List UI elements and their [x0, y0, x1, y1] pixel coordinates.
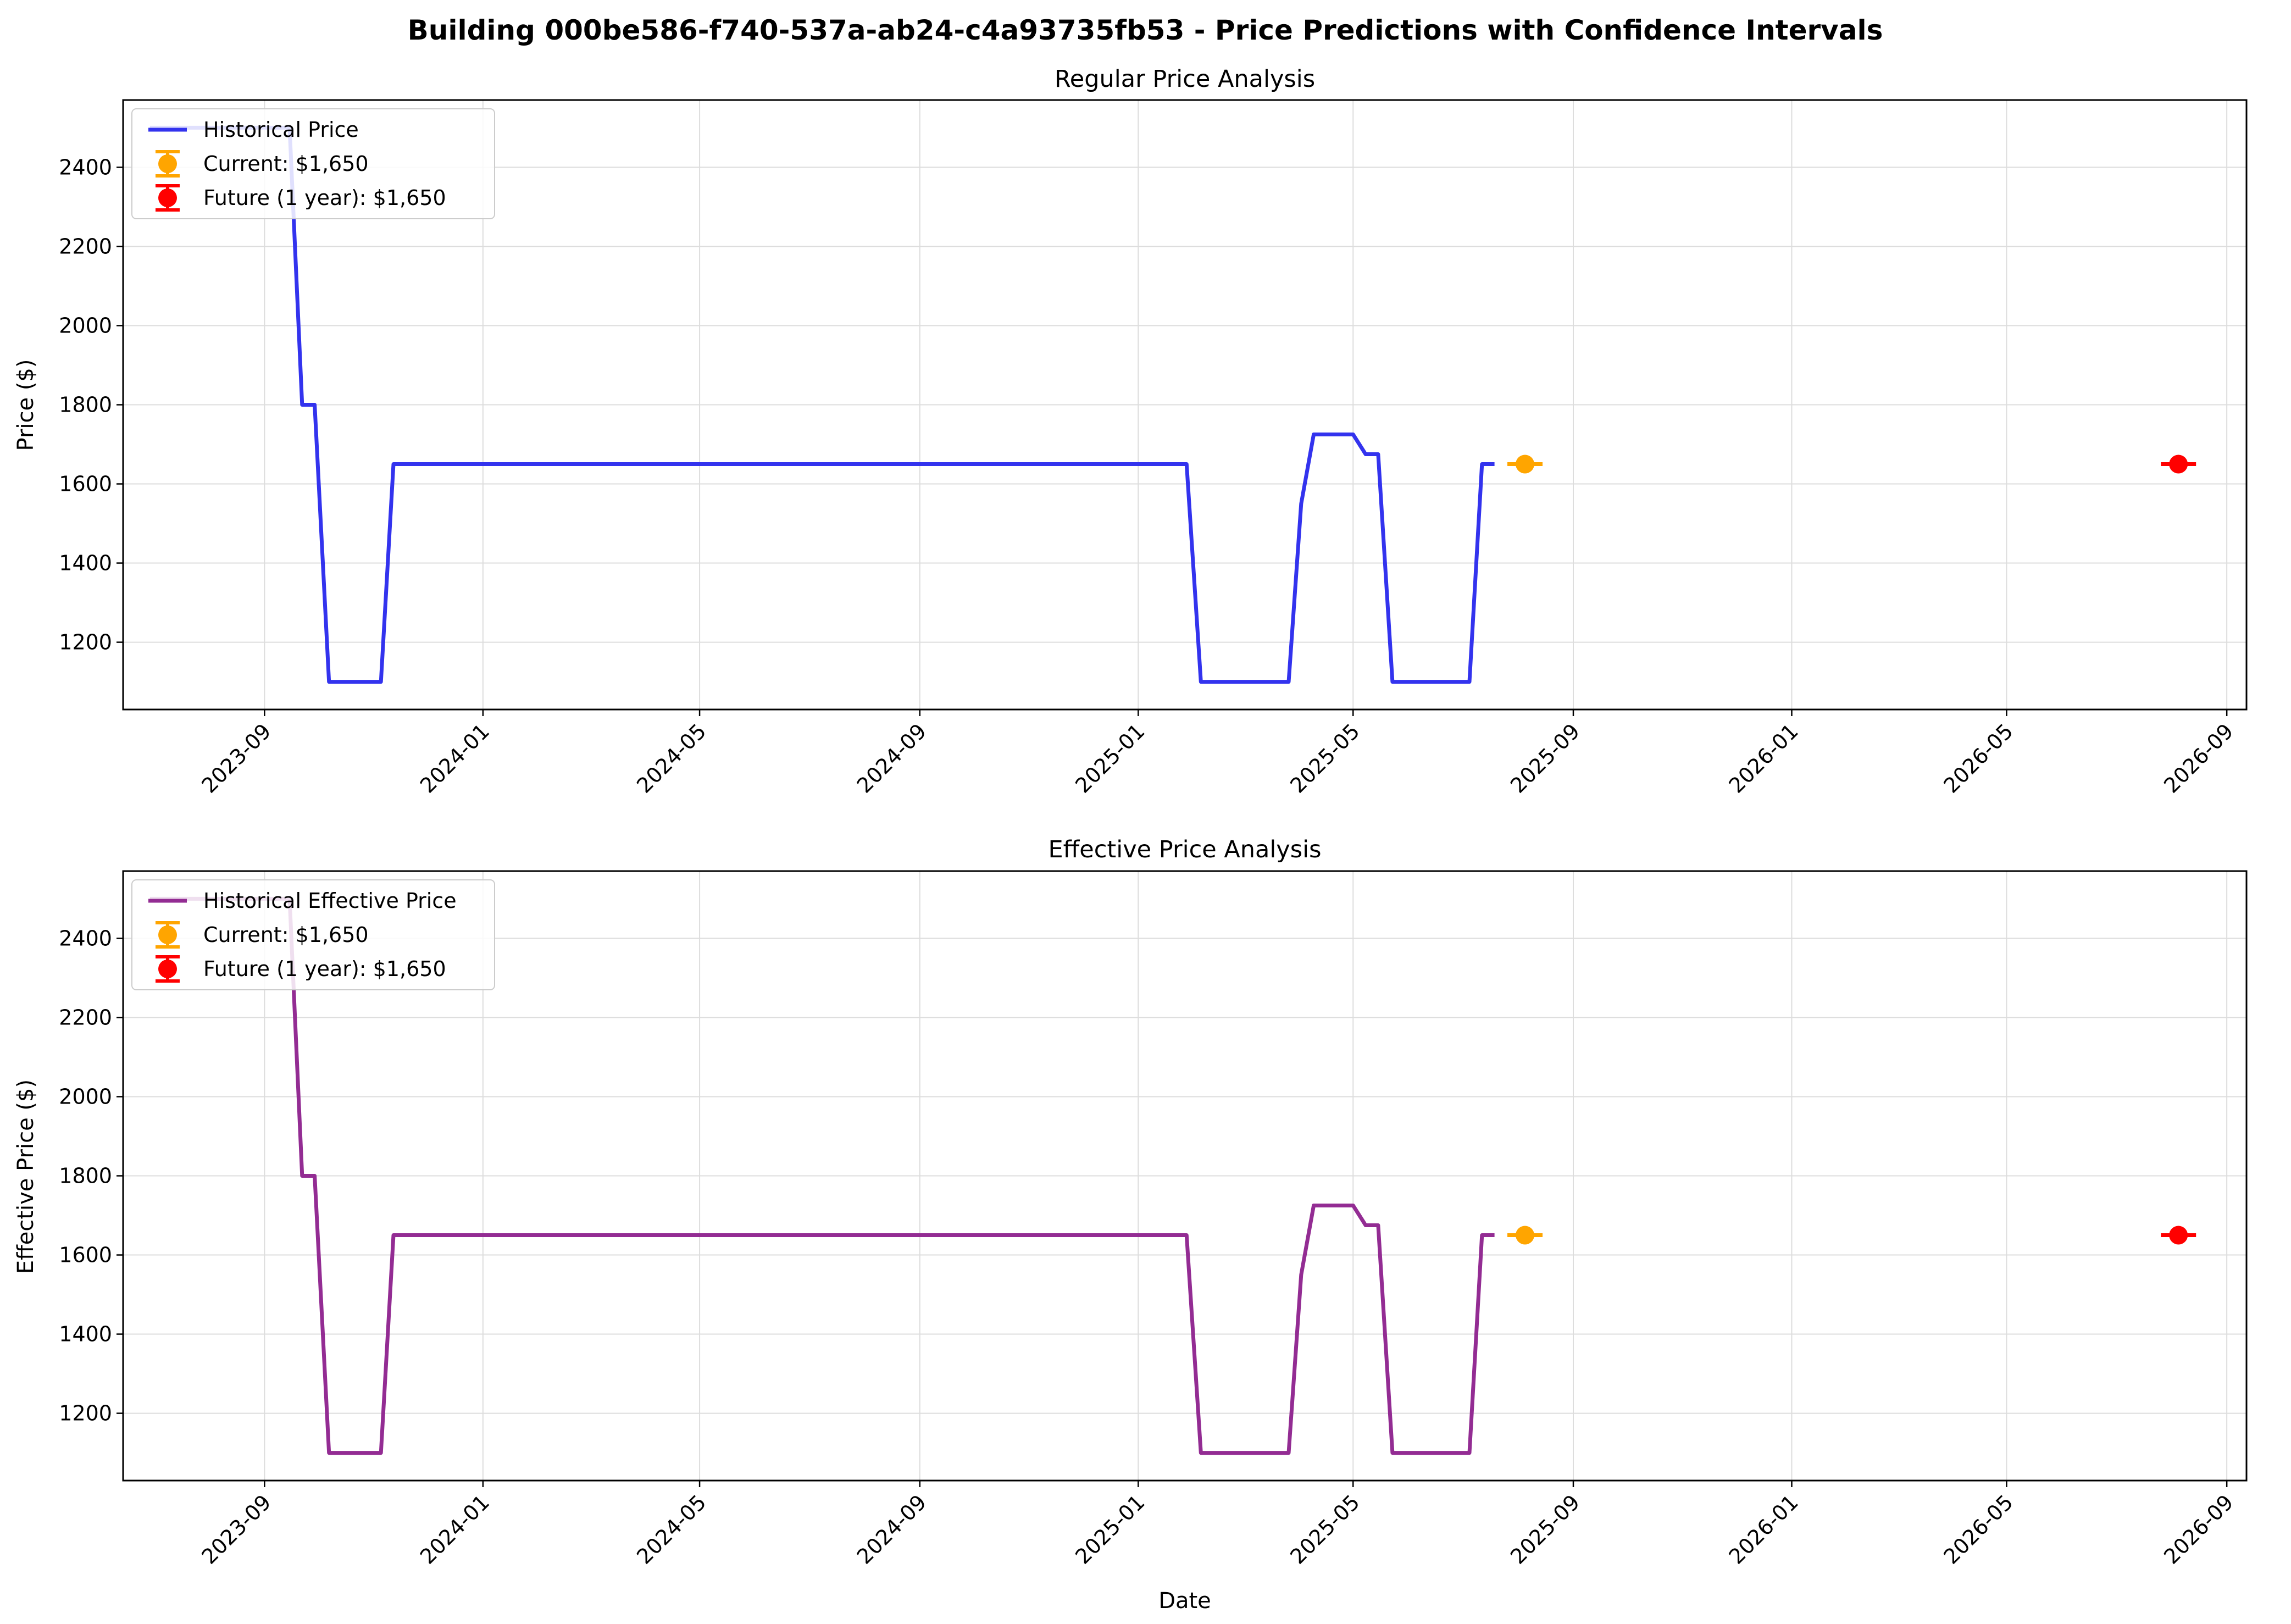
y-tick-label: 2200 — [59, 1005, 112, 1029]
y-tick-label: 1600 — [59, 1243, 112, 1267]
y-tick-label: 2000 — [59, 313, 112, 337]
series-line — [149, 896, 1495, 1455]
legend-marker-swatch — [158, 925, 177, 944]
effective-chart-title: Effective Price Analysis — [1049, 836, 1322, 863]
legend-label: Historical Effective Price — [203, 889, 457, 913]
y-tick-label: 1400 — [59, 1322, 112, 1346]
legend-label: Future (1 year): $1,650 — [203, 957, 446, 981]
legend-label: Future (1 year): $1,650 — [203, 186, 446, 210]
legend-marker-swatch — [158, 154, 177, 173]
legend-label: Current: $1,650 — [203, 152, 369, 176]
regular-chart-title: Regular Price Analysis — [1055, 65, 1315, 93]
y-tick-label: 2200 — [59, 234, 112, 258]
y-tick-label: 1600 — [59, 472, 112, 496]
y-tick-label: 1800 — [59, 393, 112, 417]
y-tick-label: 2400 — [59, 155, 112, 179]
regular-chart-ylabel: Price ($) — [13, 359, 38, 451]
legend-box — [131, 108, 495, 219]
legend-marker-swatch — [158, 960, 177, 978]
series-line — [149, 125, 1495, 684]
legend-box — [131, 879, 495, 990]
figure-title: Building 000be586-f740-537a-ab24-c4a9373… — [408, 14, 1883, 46]
y-tick-label: 2000 — [59, 1084, 112, 1108]
y-tick-label: 2400 — [59, 926, 112, 950]
legend-label: Current: $1,650 — [203, 923, 369, 947]
effective-chart-xlabel: Date — [1158, 1588, 1211, 1614]
legend-marker-swatch — [158, 189, 177, 207]
future-price-marker — [2169, 1226, 2188, 1245]
future-price-marker — [2169, 455, 2188, 474]
y-tick-label: 1800 — [59, 1164, 112, 1188]
current-price-marker — [1516, 1226, 1535, 1245]
legend-label: Historical Price — [203, 118, 359, 142]
y-tick-label: 1200 — [59, 1401, 112, 1426]
y-tick-label: 1200 — [59, 630, 112, 655]
effective-chart-ylabel: Effective Price ($) — [13, 1079, 38, 1274]
y-tick-label: 1400 — [59, 551, 112, 575]
current-price-marker — [1516, 455, 1535, 474]
